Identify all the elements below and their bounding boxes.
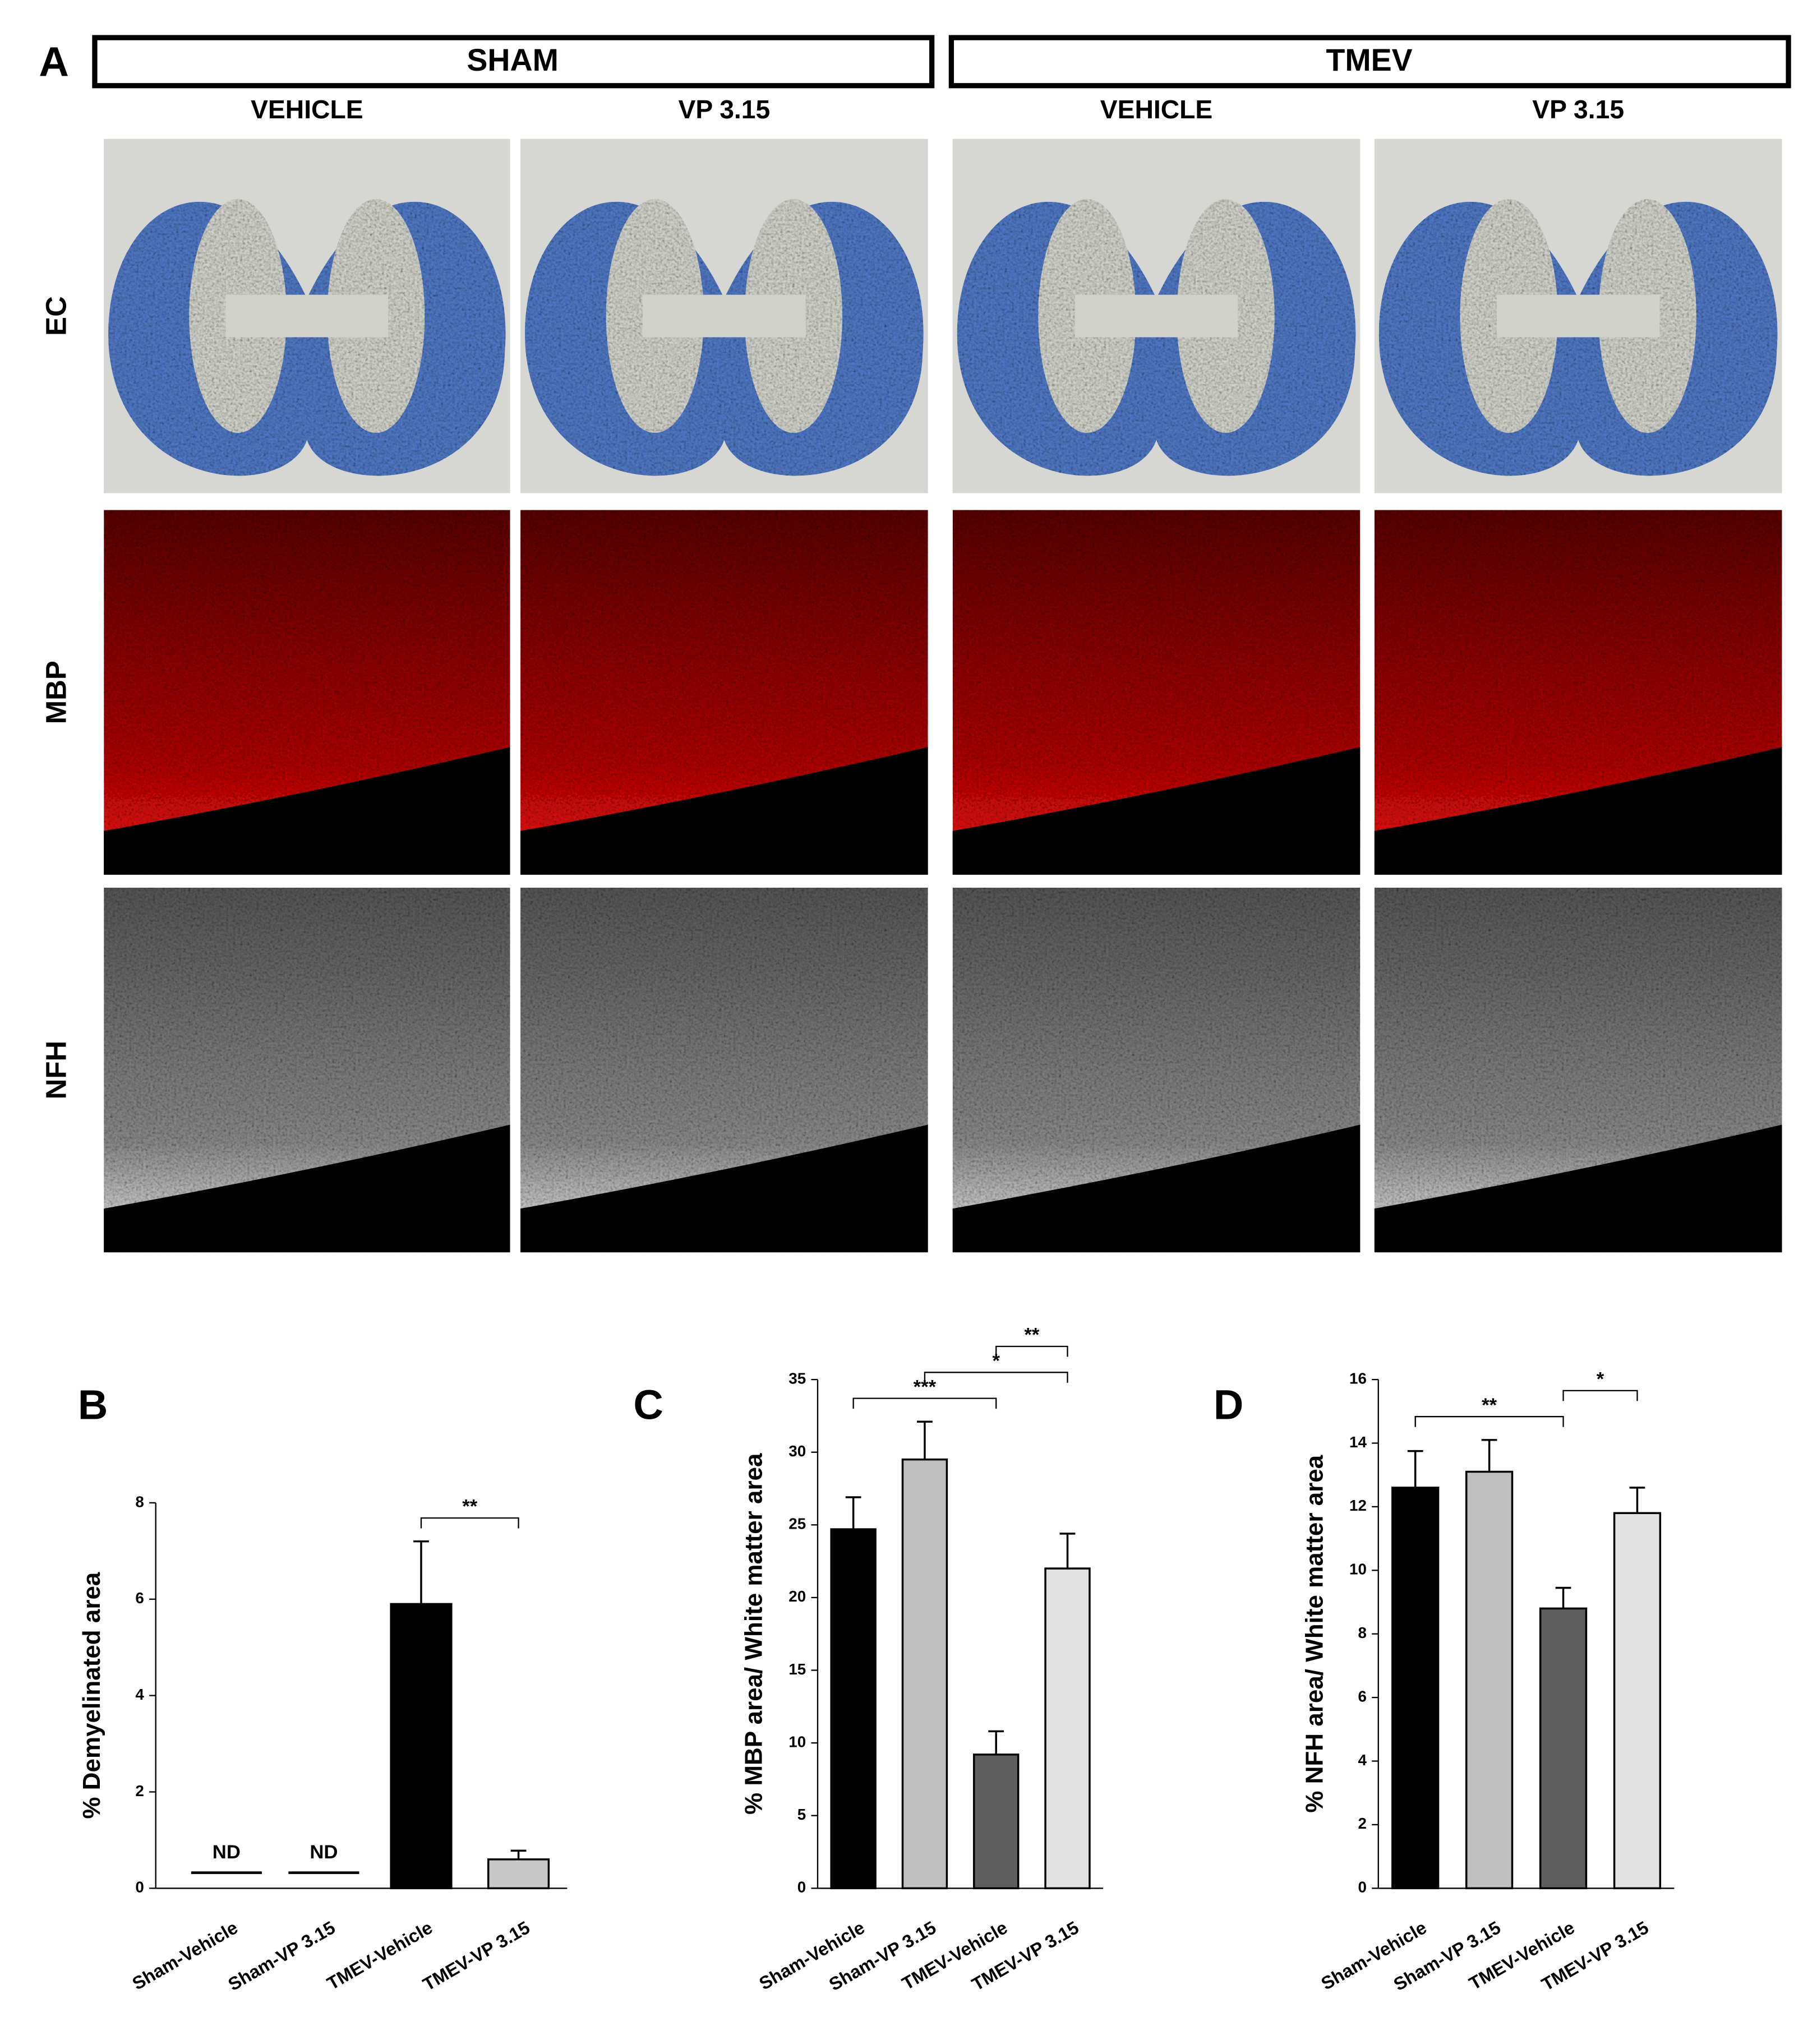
background [520,747,928,875]
x-tick-label: Sham-Vehicle [129,1917,241,1994]
y-tick-label: 10 [788,1733,806,1750]
background [104,747,510,875]
background [952,1124,1361,1253]
grey-matter [1074,294,1238,338]
y-axis-label: % MBP area/ White matter area [740,1453,768,1815]
y-tick-label: 2 [1358,1815,1366,1832]
significance-label: ** [1482,1395,1497,1416]
row-label: EC [40,296,72,336]
y-tick-label: 5 [797,1806,806,1823]
significance-label: ** [1024,1325,1040,1346]
y-tick-label: 16 [1349,1369,1367,1387]
bar [901,1458,948,1890]
value-label: ND [213,1842,241,1863]
y-tick-label: 8 [1358,1624,1366,1641]
y-tick-label: 0 [797,1879,806,1896]
panel-label: B [78,1382,108,1428]
significance-bracket [420,1517,519,1529]
y-tick-label: 14 [1349,1433,1367,1451]
y-tick-label: 20 [788,1588,806,1605]
bar [1465,1470,1514,1890]
panel-label: D [1214,1382,1243,1428]
background [952,747,1361,875]
bar [487,1858,550,1890]
grey-matter [643,294,806,338]
y-tick-label: 10 [1349,1561,1367,1578]
bar [830,1528,877,1890]
significance-label: * [992,1350,1000,1372]
y-tick-label: 35 [788,1369,806,1387]
background [1374,747,1782,875]
x-tick-label: Sham-VP 3.15 [225,1917,339,1995]
y-tick-label: 0 [1358,1879,1366,1896]
bar [1391,1487,1440,1890]
y-axis-label: % NFH area/ White matter area [1301,1455,1328,1812]
column-label: VEHICLE [1100,95,1213,124]
grey-matter [225,294,389,338]
y-tick-label: 25 [788,1515,806,1533]
y-tick-label: 6 [1358,1687,1366,1705]
row-label: NFH [40,1041,72,1100]
group-box [92,35,935,89]
y-tick-label: 8 [135,1493,144,1510]
y-tick-label: 12 [1349,1497,1367,1514]
significance-bracket [1414,1416,1564,1427]
significance-bracket [852,1397,997,1409]
y-tick-label: 4 [1358,1751,1367,1769]
y-axis-label: % Demyelinated area [78,1572,105,1819]
x-tick-label: TMEV-VP 3.15 [419,1917,533,1995]
bar [973,1754,1020,1890]
column-label: VP 3.15 [678,95,770,124]
row-label: MBP [40,661,72,724]
bar [1044,1567,1091,1890]
column-label: VP 3.15 [1532,95,1624,124]
micrographs [104,139,1782,1253]
background [520,1124,928,1253]
y-tick-label: 6 [135,1589,144,1607]
panel-label: C [633,1382,663,1428]
x-tick-label: TMEV-Vehicle [324,1917,436,1994]
bar [1613,1512,1662,1890]
group-box [948,35,1791,89]
y-tick-label: 2 [135,1782,144,1800]
group-label: TMEV [1326,43,1412,77]
value-label: ND [310,1842,338,1863]
y-tick-label: 30 [788,1442,806,1460]
column-label: VEHICLE [251,95,363,124]
grey-matter [1496,294,1660,338]
significance-label: ** [462,1496,478,1517]
bar [390,1603,453,1890]
significance-label: * [1597,1369,1604,1390]
significance-bracket [995,1345,1068,1357]
bar [1539,1607,1588,1890]
background [104,1124,510,1253]
y-tick-label: 0 [135,1879,144,1896]
y-tick-label: 15 [788,1660,806,1678]
y-tick-label: 4 [135,1686,144,1703]
group-label: SHAM [467,43,559,77]
panel-label: A [39,38,68,85]
significance-bracket [924,1372,1068,1383]
background [1374,1124,1782,1253]
significance-bracket [1562,1390,1638,1401]
